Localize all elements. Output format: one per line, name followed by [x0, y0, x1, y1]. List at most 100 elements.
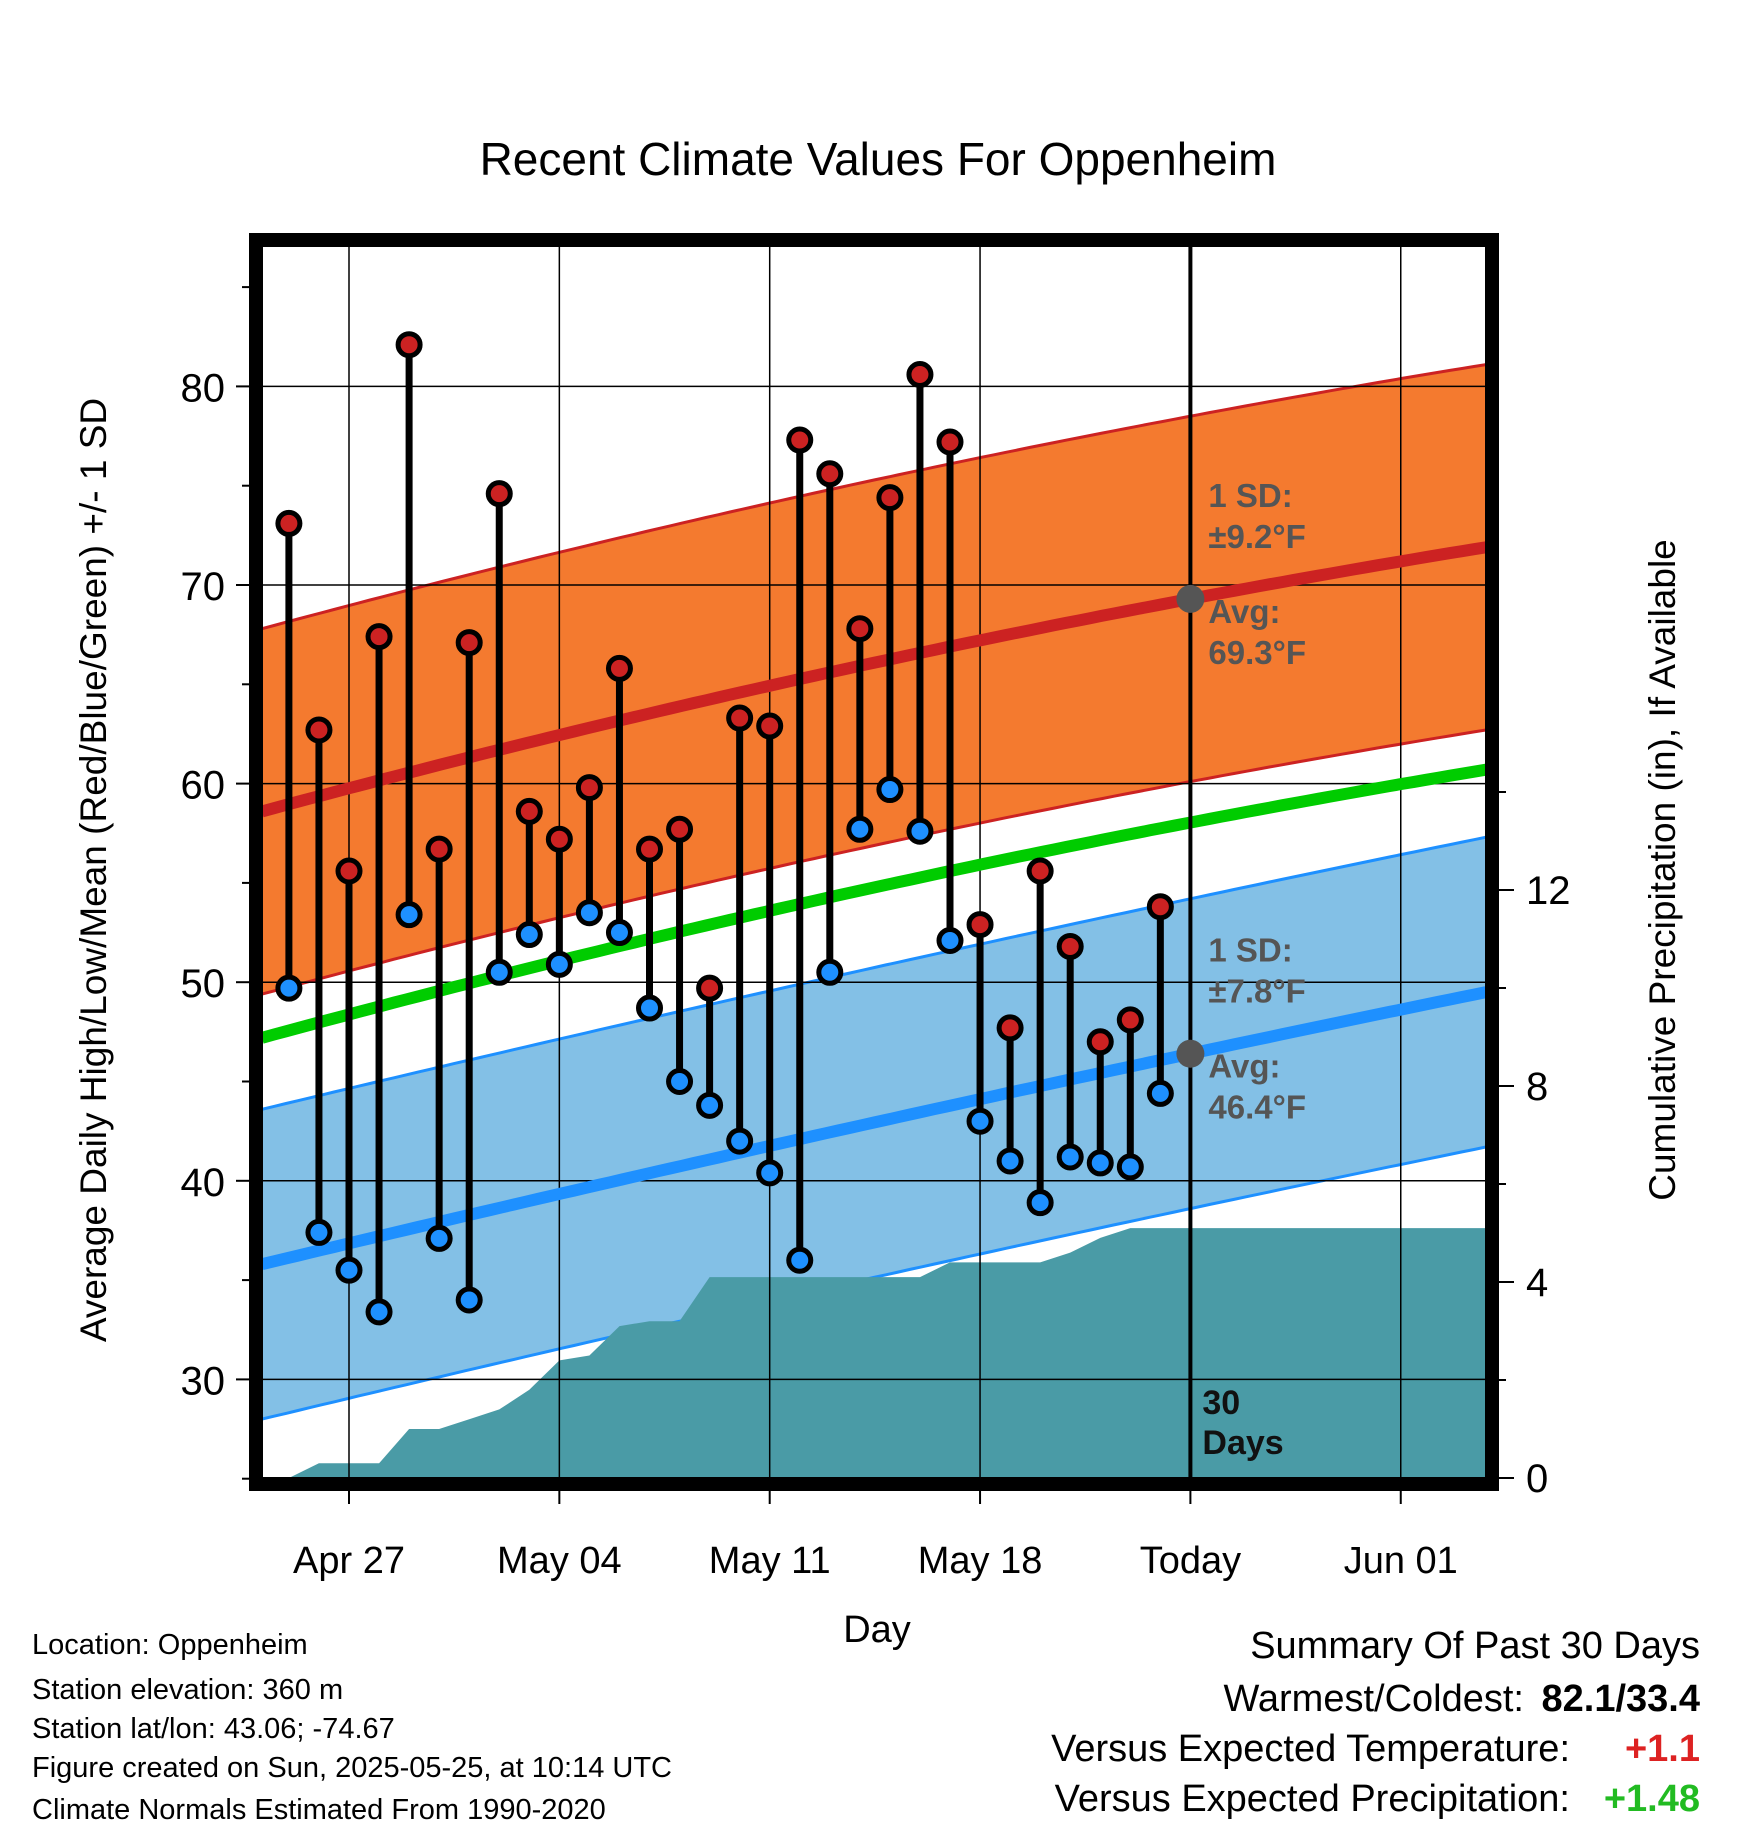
- x-tick-label: Today: [1140, 1540, 1241, 1582]
- high-point: [696, 974, 724, 1002]
- low-point: [726, 1127, 754, 1155]
- high-point: [1026, 857, 1054, 885]
- low-point: [846, 815, 874, 843]
- low-point: [455, 1286, 483, 1314]
- low-point: [1146, 1079, 1174, 1107]
- low-point: [575, 899, 603, 927]
- high-point: [335, 857, 363, 885]
- x-tick-label: May 18: [918, 1540, 1043, 1582]
- low-point: [876, 776, 904, 804]
- low-point: [545, 950, 573, 978]
- x-tick-label: Apr 27: [293, 1540, 405, 1582]
- plot-area: [262, 246, 1486, 1478]
- y-tick-label: 80: [181, 366, 226, 410]
- high-point: [906, 360, 934, 388]
- info-normals: Climate Normals Estimated From 1990-2020: [32, 1794, 606, 1826]
- x-axis-label: Day: [843, 1609, 911, 1651]
- precip-area: [262, 1228, 1486, 1478]
- low-point: [365, 1298, 393, 1326]
- plot-frame: [249, 233, 1499, 1491]
- low-point: [1116, 1153, 1144, 1181]
- low-point: [1026, 1189, 1054, 1217]
- y2-tick-label: 4: [1526, 1261, 1548, 1305]
- info-location: Location: Oppenheim: [32, 1629, 308, 1661]
- high-point: [966, 911, 994, 939]
- high-point: [455, 629, 483, 657]
- high-point: [605, 654, 633, 682]
- high-point: [275, 509, 303, 537]
- high-point: [1086, 1028, 1114, 1056]
- low-point: [515, 921, 543, 949]
- info-created: Figure created on Sun, 2025-05-25, at 10…: [32, 1752, 672, 1784]
- summary-temp-value: +1.1: [1624, 1728, 1700, 1770]
- low-point: [786, 1246, 814, 1274]
- high-point: [726, 704, 754, 732]
- x-tick-label: Jun 01: [1344, 1540, 1458, 1582]
- y-tick-label: 60: [181, 764, 226, 808]
- annotation-low-sd-label: 1 SD:: [1208, 932, 1292, 969]
- high-point: [846, 615, 874, 643]
- y-tick-label: 40: [181, 1161, 226, 1205]
- summary-precipitation: Versus Expected Precipitation: +1.48: [1055, 1780, 1700, 1818]
- annotation-high-avg-value: 69.3°F: [1208, 634, 1306, 671]
- low-point: [425, 1224, 453, 1252]
- high-point: [1146, 893, 1174, 921]
- high-point: [515, 797, 543, 825]
- low-point: [485, 958, 513, 986]
- low-point: [335, 1256, 363, 1284]
- info-elevation: Station elevation: 360 m: [32, 1674, 344, 1706]
- low-point: [636, 994, 663, 1022]
- annotation-high-sd-value: ±9.2°F: [1208, 518, 1305, 555]
- high-point: [545, 825, 573, 853]
- info-latlon: Station lat/lon: 43.06; -74.67: [32, 1713, 395, 1745]
- annotation-days-label: Days: [1202, 1424, 1283, 1462]
- y-tick-label: 30: [181, 1359, 226, 1403]
- high-point: [1056, 932, 1084, 960]
- high-point: [1116, 1006, 1144, 1034]
- high-point: [756, 712, 784, 740]
- low-point: [1056, 1143, 1084, 1171]
- high-point: [365, 623, 393, 651]
- summary-temperature: Versus Expected Temperature: +1.1: [1051, 1730, 1700, 1768]
- summary-warmest-label: Warmest/Coldest:: [1223, 1678, 1524, 1720]
- annotation-low-sd-value: ±7.8°F: [1208, 973, 1305, 1010]
- summary-precip-label: Versus Expected Precipitation:: [1054, 1778, 1570, 1820]
- low-point: [696, 1091, 724, 1119]
- low-point: [605, 919, 633, 947]
- high-point: [485, 480, 513, 508]
- low-point: [936, 926, 964, 954]
- y2-tick-label: 0: [1526, 1457, 1548, 1501]
- today-low-avg-marker: [1176, 1039, 1205, 1068]
- y2-tick-label: 8: [1526, 1065, 1548, 1109]
- today-high-avg-marker: [1176, 584, 1205, 613]
- chart-title: Recent Climate Values For Oppenheim: [480, 133, 1277, 185]
- summary-warmest: Warmest/Coldest: 82.1/33.4: [1223, 1680, 1700, 1718]
- high-point: [816, 460, 844, 488]
- y-axis-label: Average Daily High/Low/Mean (Red/Blue/Gr…: [73, 398, 114, 1342]
- summary-precip-value: +1.48: [1603, 1778, 1700, 1820]
- low-point: [996, 1147, 1024, 1175]
- summary-warmest-value: 82.1/33.4: [1541, 1678, 1700, 1720]
- low-point: [966, 1107, 994, 1135]
- y2-axis-label: Cumulative Precipitation (in), If Availa…: [1642, 539, 1683, 1201]
- high-point: [666, 815, 694, 843]
- annotation-high-sd-label: 1 SD:: [1208, 477, 1292, 514]
- high-point: [575, 774, 603, 802]
- summary-temp-label: Versus Expected Temperature:: [1051, 1728, 1570, 1770]
- y-tick-label: 50: [181, 962, 226, 1006]
- high-point: [395, 331, 423, 359]
- low-point: [395, 901, 423, 929]
- low-point: [1086, 1149, 1114, 1177]
- y-tick-label: 70: [181, 565, 226, 609]
- low-point: [275, 974, 303, 1002]
- high-point: [936, 428, 964, 456]
- low-point: [816, 958, 844, 986]
- high-point: [425, 835, 453, 863]
- high-point: [786, 426, 814, 454]
- high-point: [636, 835, 663, 863]
- high-point: [996, 1014, 1024, 1042]
- annotation-low-avg-value: 46.4°F: [1208, 1089, 1306, 1126]
- low-point: [756, 1159, 784, 1187]
- annotation-low-avg-label: Avg:: [1208, 1048, 1280, 1085]
